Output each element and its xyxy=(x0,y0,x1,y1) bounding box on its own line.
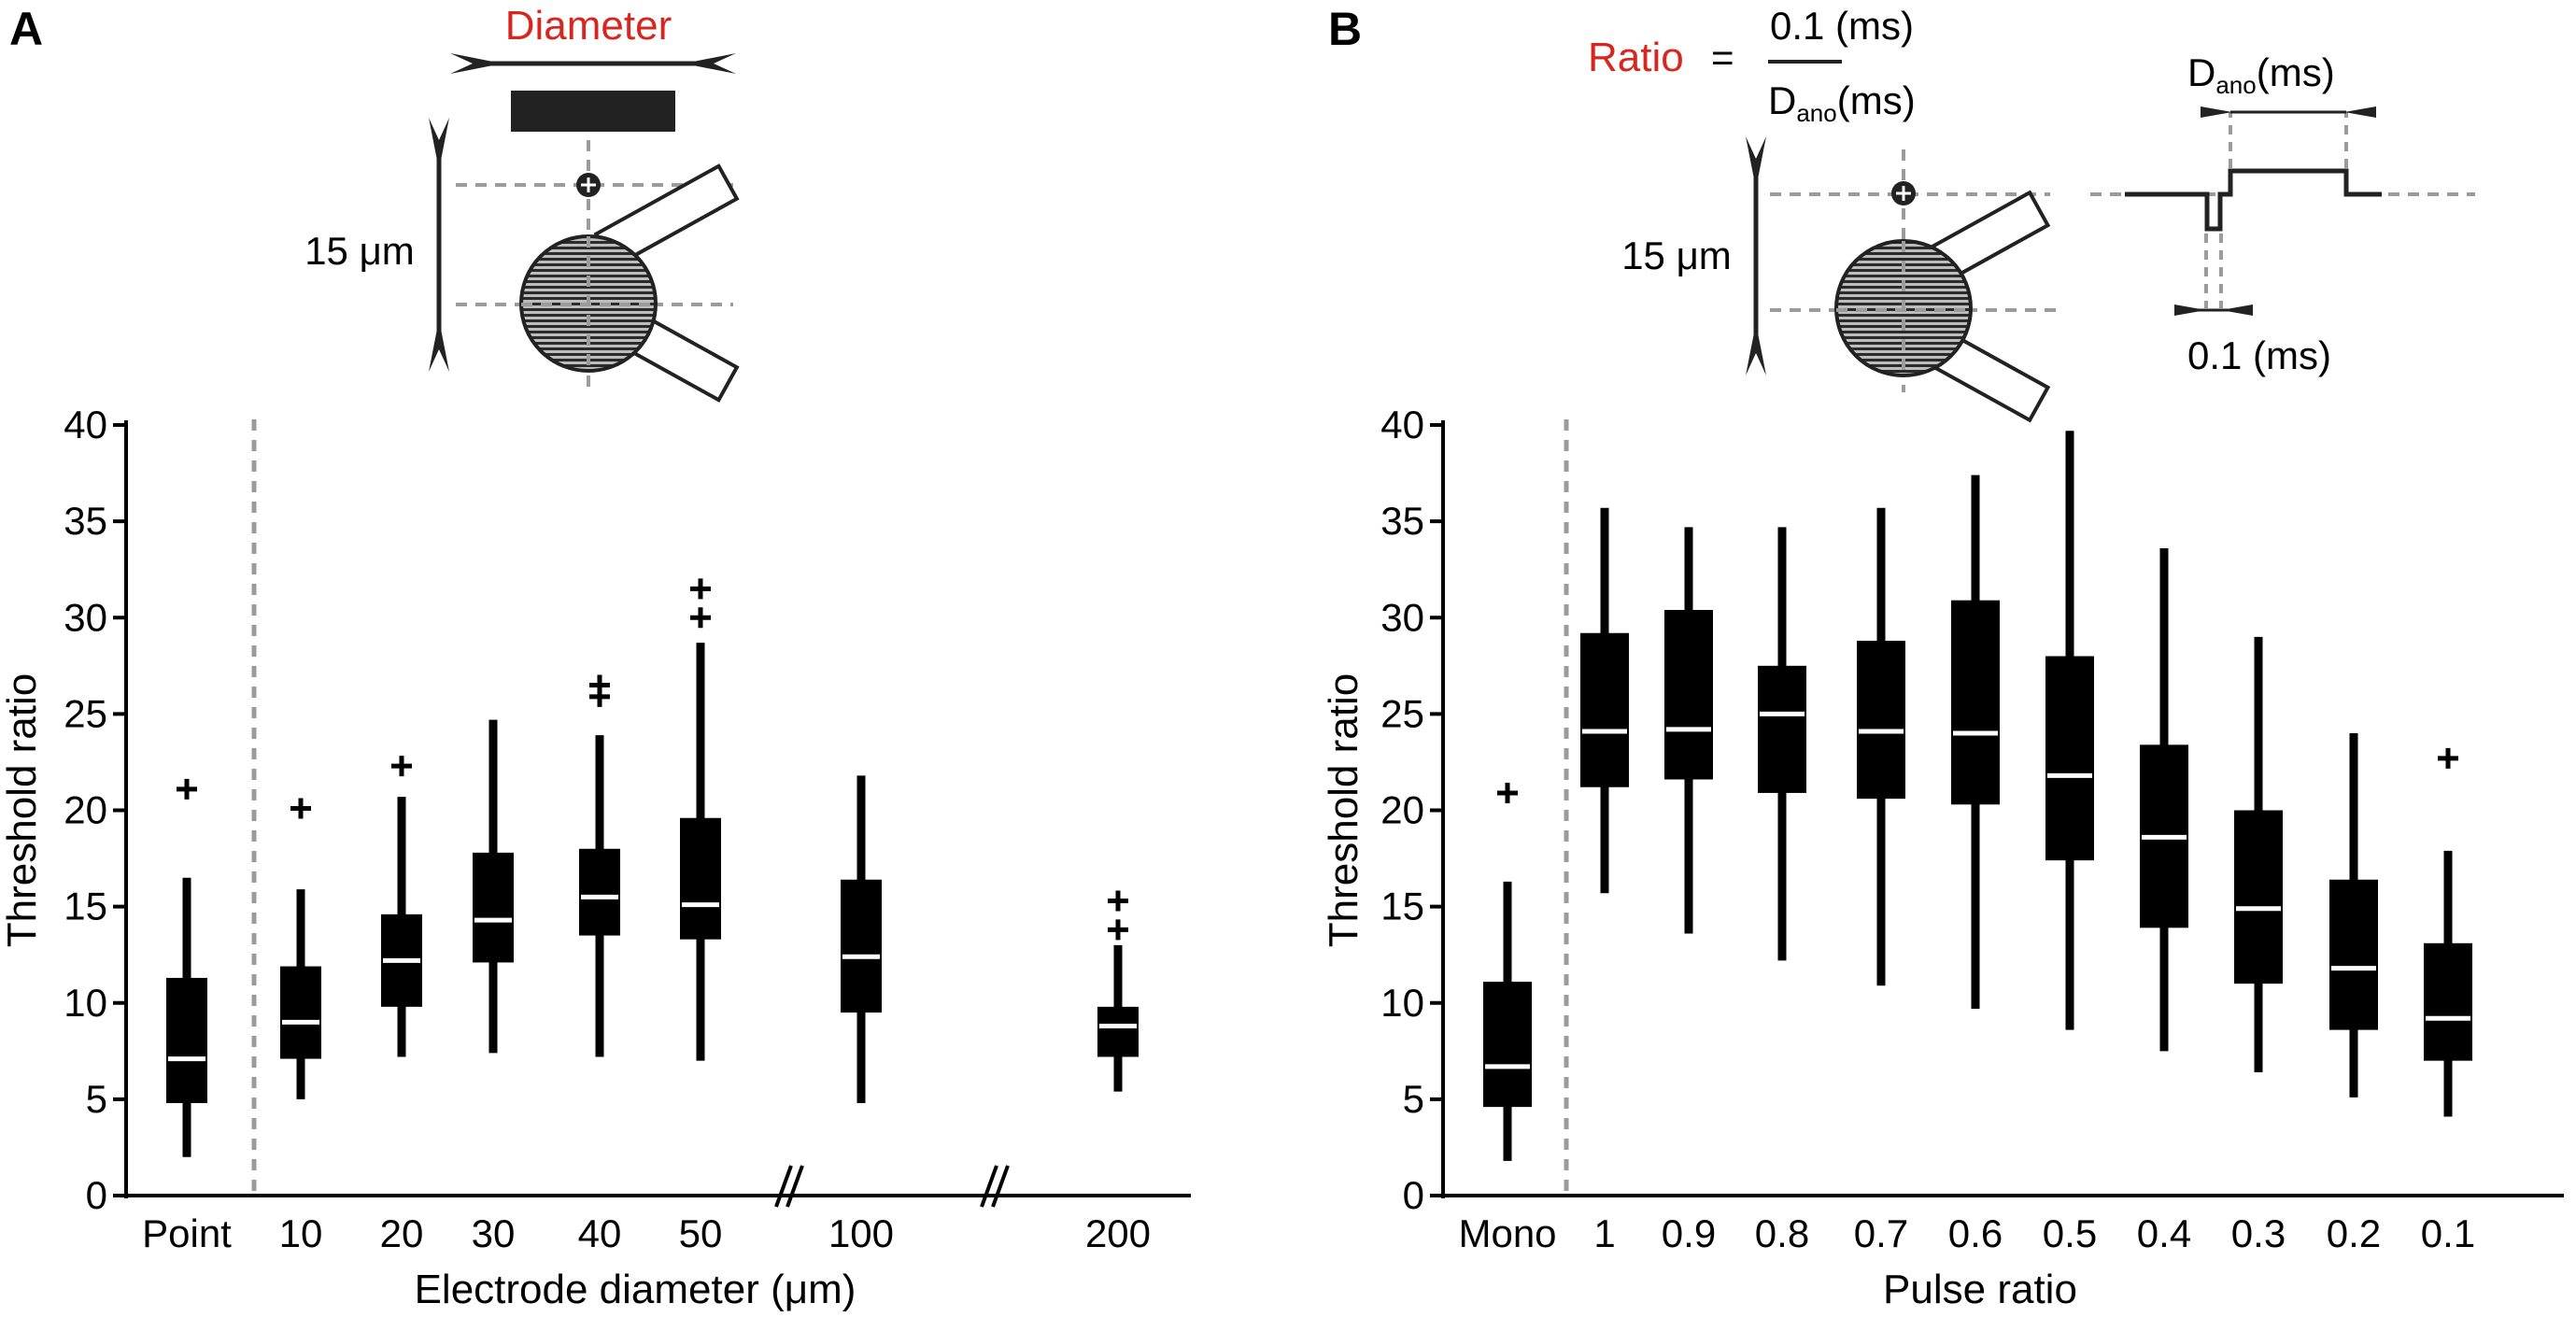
x-tick-label: 0.7 xyxy=(1854,1211,1908,1255)
box xyxy=(1483,982,1532,1108)
scale-arrow-a xyxy=(429,118,449,372)
y-tick-label: 0 xyxy=(86,1173,107,1217)
box xyxy=(280,966,321,1059)
y-tick-label: 5 xyxy=(86,1077,107,1121)
outlier-marker xyxy=(177,778,197,800)
y-tick-label: 5 xyxy=(1403,1077,1424,1121)
box xyxy=(2234,810,2283,984)
y-tick-label: 40 xyxy=(64,403,107,446)
y-tick-label: 20 xyxy=(64,788,107,832)
box xyxy=(2045,656,2094,861)
panel-a-diagram: A Diameter 15 μm xyxy=(9,3,740,403)
y-tick-label: 30 xyxy=(64,595,107,639)
box xyxy=(166,977,207,1103)
ratio-equals: = xyxy=(1711,35,1734,79)
x-tick-label: 10 xyxy=(279,1211,323,1255)
y-tick-label: 25 xyxy=(1380,691,1424,735)
y-tick-label: 15 xyxy=(64,885,107,928)
y-tick-label: 40 xyxy=(1380,403,1424,446)
ratio-numerator: 0.1 (ms) xyxy=(1770,4,1914,48)
pulse-duration-label: Dano(ms) xyxy=(2187,50,2335,99)
chart-b: 0 5 10 15 20 25 30 35 40 Mono 1 0.9 0.8 0.7 0.6 0.5 0.4 0… xyxy=(1321,403,2564,1312)
x-tick-label: 1 xyxy=(1593,1211,1615,1255)
y-axis-title: Threshold ratio xyxy=(1321,673,1366,947)
x-axis-title: Pulse ratio xyxy=(1883,1267,2077,1312)
outlier-marker xyxy=(1108,890,1128,912)
outlier-marker xyxy=(1497,782,1518,803)
axis-break-mark xyxy=(991,1165,1010,1208)
scale-label-a: 15 μm xyxy=(304,229,415,273)
panel-b-diagram: B Ratio = 0.1 (ms) Dano(ms) 15 μm xyxy=(1328,3,2475,423)
box xyxy=(2329,879,2378,1030)
panel-a-label: A xyxy=(9,3,43,55)
ratio-denominator: Dano(ms) xyxy=(1768,78,1916,127)
axis-break-mark xyxy=(774,1165,793,1208)
y-tick-label: 10 xyxy=(1380,981,1424,1025)
box xyxy=(1580,632,1629,787)
chart-a: 0 5 10 15 20 25 30 35 40 Point 10 20 30 40 50 100 200 Ele… xyxy=(0,403,1191,1312)
box xyxy=(680,817,721,940)
x-tick-label: 0.2 xyxy=(2327,1211,2381,1255)
y-tick-label: 35 xyxy=(64,499,107,543)
box xyxy=(1857,641,1905,800)
y-tick-label: 20 xyxy=(1380,788,1424,832)
y-tick-label: 0 xyxy=(1403,1173,1424,1217)
x-tick-label: 40 xyxy=(578,1211,622,1255)
pulse-cathodic-label: 0.1 (ms) xyxy=(2187,333,2331,377)
box xyxy=(1664,610,1713,780)
electrode-bar xyxy=(511,91,675,132)
x-axis-title: Electrode diameter (μm) xyxy=(415,1267,856,1312)
outlier-marker xyxy=(290,798,311,819)
diameter-title: Diameter xyxy=(505,3,672,49)
box xyxy=(473,852,514,963)
y-tick-label: 30 xyxy=(1380,595,1424,639)
y-tick-label: 15 xyxy=(1380,885,1424,928)
y-tick-label: 35 xyxy=(1380,499,1424,543)
axis-break-mark xyxy=(786,1165,804,1208)
x-tick-label: 0.6 xyxy=(1948,1211,2003,1255)
y-tick-label: 25 xyxy=(64,691,107,735)
box xyxy=(841,879,882,1013)
axis-break-mark xyxy=(980,1165,998,1208)
x-tick-label: 100 xyxy=(828,1211,894,1255)
y-tick-label: 10 xyxy=(64,981,107,1025)
outlier-marker xyxy=(690,607,711,629)
outlier-marker xyxy=(2438,747,2458,769)
outlier-marker xyxy=(391,756,412,777)
box xyxy=(1758,665,1806,793)
outlier-marker xyxy=(589,674,610,696)
x-tick-label: 20 xyxy=(380,1211,424,1255)
x-tick-label: 50 xyxy=(679,1211,723,1255)
diameter-arrow xyxy=(450,53,736,74)
x-tick-label: 200 xyxy=(1085,1211,1151,1255)
x-tick-label: 0.3 xyxy=(2231,1211,2286,1255)
scale-label-b: 15 μm xyxy=(1621,234,1732,277)
x-tick-label: 30 xyxy=(472,1211,516,1255)
outlier-marker xyxy=(690,578,711,600)
outlier-marker xyxy=(1108,919,1128,941)
ratio-word: Ratio xyxy=(1588,35,1684,80)
box xyxy=(1951,600,2000,805)
x-tick-label: 0.1 xyxy=(2421,1211,2475,1255)
x-tick-label: Point xyxy=(142,1211,232,1255)
y-axis-title: Threshold ratio xyxy=(0,673,45,947)
pulse-waveform xyxy=(2090,106,2475,316)
x-tick-label: 0.5 xyxy=(2043,1211,2097,1255)
scale-arrow-b xyxy=(1746,136,1766,375)
box xyxy=(579,848,620,936)
x-tick-label: 0.9 xyxy=(1662,1211,1716,1255)
box xyxy=(1097,1006,1139,1057)
panel-b-label: B xyxy=(1328,3,1362,55)
x-tick-label: 0.4 xyxy=(2137,1211,2191,1255)
box xyxy=(2424,942,2472,1061)
x-tick-label: Mono xyxy=(1458,1211,1556,1255)
x-tick-label: 0.8 xyxy=(1755,1211,1809,1255)
